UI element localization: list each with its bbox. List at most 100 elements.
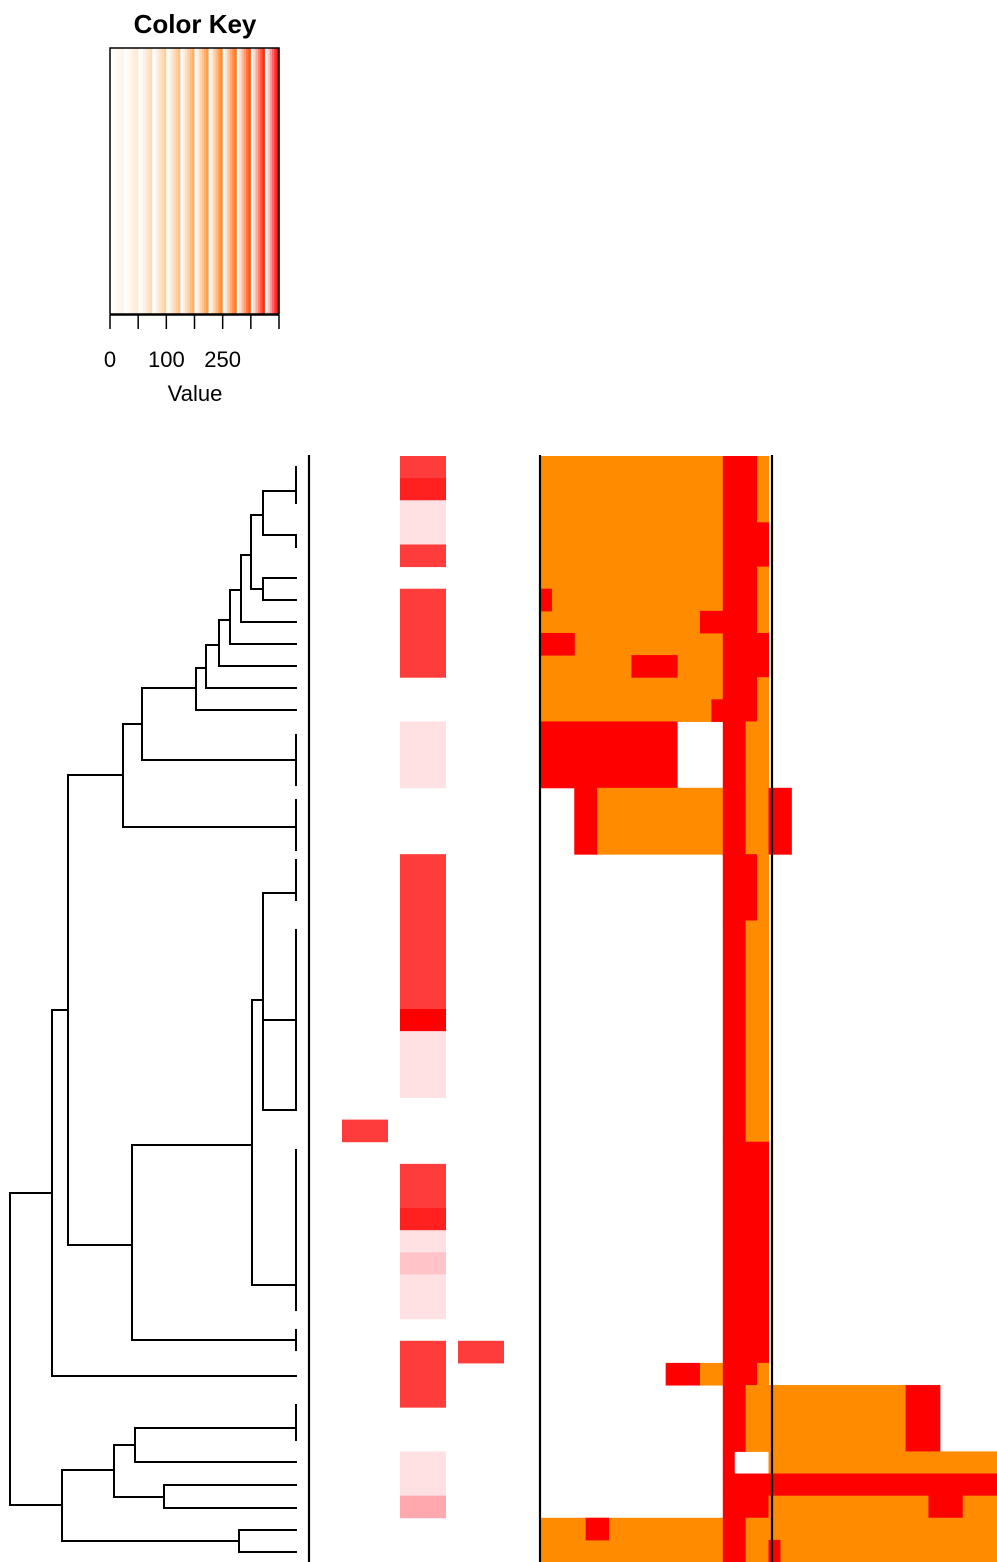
- color-key-stripe: [203, 48, 207, 314]
- color-key-title: Color Key: [134, 9, 257, 39]
- color-key-stripe: [194, 48, 198, 314]
- color-key-stripe: [208, 48, 212, 314]
- color-key-stripe: [147, 48, 151, 314]
- color-key-tick-label: 250: [204, 347, 241, 372]
- color-key-stripe: [156, 48, 160, 314]
- color-key-stripe: [121, 48, 125, 314]
- annotation-cell: [400, 588, 446, 678]
- color-key-stripe: [269, 48, 273, 314]
- heatmap-cell: [585, 1517, 610, 1541]
- heatmap-cell: [540, 456, 724, 722]
- heatmap-cell: [768, 1385, 907, 1452]
- annotation-cell: [400, 544, 446, 568]
- color-key-stripe: [133, 48, 137, 314]
- heatmap-cell: [722, 1473, 769, 1497]
- annotation-cell: [342, 1119, 388, 1143]
- color-key-stripe: [201, 48, 205, 314]
- annotation-cell: [400, 456, 446, 479]
- heatmap-cell: [722, 787, 747, 855]
- heatmap-matrix: [540, 456, 997, 1562]
- color-key-stripe: [229, 48, 233, 314]
- heatmap-cell: [757, 677, 769, 722]
- color-key-stripe: [114, 48, 118, 314]
- annotation-cell: [400, 1009, 446, 1032]
- color-key-stripe: [117, 48, 120, 314]
- heatmap-cell: [722, 1451, 735, 1475]
- heatmap-cell: [768, 1539, 781, 1562]
- color-key-stripe: [175, 48, 179, 314]
- heatmap-cell: [631, 655, 678, 678]
- heatmap-cell: [757, 1362, 769, 1386]
- color-key-axis: 0 100 250: [104, 314, 280, 372]
- color-key-stripe: [126, 48, 130, 314]
- heatmap-cell: [905, 1385, 941, 1452]
- color-key-stripe: [222, 48, 226, 314]
- heatmap-cell: [722, 1385, 747, 1452]
- color-key-stripe: [171, 48, 174, 314]
- color-key-tick-label: 100: [148, 347, 185, 372]
- heatmap-cell: [757, 522, 769, 568]
- annotation-cell: [400, 854, 446, 1010]
- heatmap-cell: [722, 456, 758, 722]
- color-key-stripe: [178, 48, 182, 314]
- heatmap-cell: [540, 1517, 724, 1562]
- color-key-stripe: [253, 48, 257, 314]
- color-key-stripe: [145, 48, 149, 314]
- color-key-stripe: [110, 48, 113, 314]
- separator-lines: [307, 455, 774, 1562]
- heatmap-cell: [745, 721, 769, 789]
- color-key-stripe: [163, 48, 167, 314]
- annotation-cell: [400, 721, 446, 789]
- color-key-stripe: [213, 48, 217, 314]
- color-key-stripe: [274, 48, 278, 314]
- heatmap-cell: [699, 1362, 724, 1386]
- color-key-stripe: [239, 48, 243, 314]
- color-key-stripe: [185, 48, 189, 314]
- color-key-stripe: [227, 48, 231, 314]
- color-key-stripe: [131, 48, 135, 314]
- heatmap-cell: [722, 1495, 769, 1519]
- color-key-stripe: [173, 48, 177, 314]
- color-key-stripe: [232, 48, 236, 314]
- color-key-frame: [109, 47, 280, 315]
- color-key-stripe: [119, 48, 123, 314]
- annotation-cell: [400, 1163, 446, 1209]
- heatmap-cell: [768, 1495, 929, 1519]
- color-key-stripe: [124, 48, 128, 314]
- heatmap-cell: [722, 1141, 769, 1364]
- heatmap-cell: [597, 787, 724, 855]
- heatmap-cell: [540, 588, 552, 612]
- color-key-stripe: [196, 48, 200, 314]
- color-key-stripe: [199, 48, 203, 314]
- annotation-cell: [400, 1340, 446, 1386]
- heatmap-cell: [962, 1495, 997, 1519]
- color-key-stripe: [241, 48, 245, 314]
- color-key-stripe: [210, 48, 214, 314]
- color-key-stripe: [154, 48, 158, 314]
- heatmap-cell: [745, 1517, 769, 1562]
- annotation-cell: [400, 1495, 446, 1519]
- color-key-gradient: [110, 48, 280, 314]
- heatmap-cell: [665, 1362, 701, 1386]
- annotation-cell: [458, 1340, 504, 1364]
- annotation-cell: [400, 1252, 446, 1275]
- heatmap-cell: [699, 610, 724, 634]
- color-key-stripe: [166, 48, 170, 314]
- heatmap-cell: [928, 1495, 964, 1519]
- heatmap-cell: [540, 632, 575, 656]
- heatmap-cell: [745, 1385, 769, 1452]
- color-key-stripe: [112, 48, 116, 314]
- color-key-stripe: [168, 48, 172, 314]
- color-key-stripe: [152, 48, 156, 314]
- color-key-stripe: [276, 48, 280, 314]
- heatmap-cell: [540, 721, 678, 789]
- color-key-stripe: [161, 48, 165, 314]
- color-key-stripe: [142, 48, 146, 314]
- color-key-stripe: [140, 48, 144, 314]
- color-key-stripe: [135, 48, 139, 314]
- color-key-stripe: [234, 48, 238, 314]
- color-key-stripe: [250, 48, 254, 314]
- heatmap-cell: [768, 1473, 997, 1497]
- annotation-cell: [400, 1385, 446, 1408]
- heatmap-cell: [574, 787, 598, 855]
